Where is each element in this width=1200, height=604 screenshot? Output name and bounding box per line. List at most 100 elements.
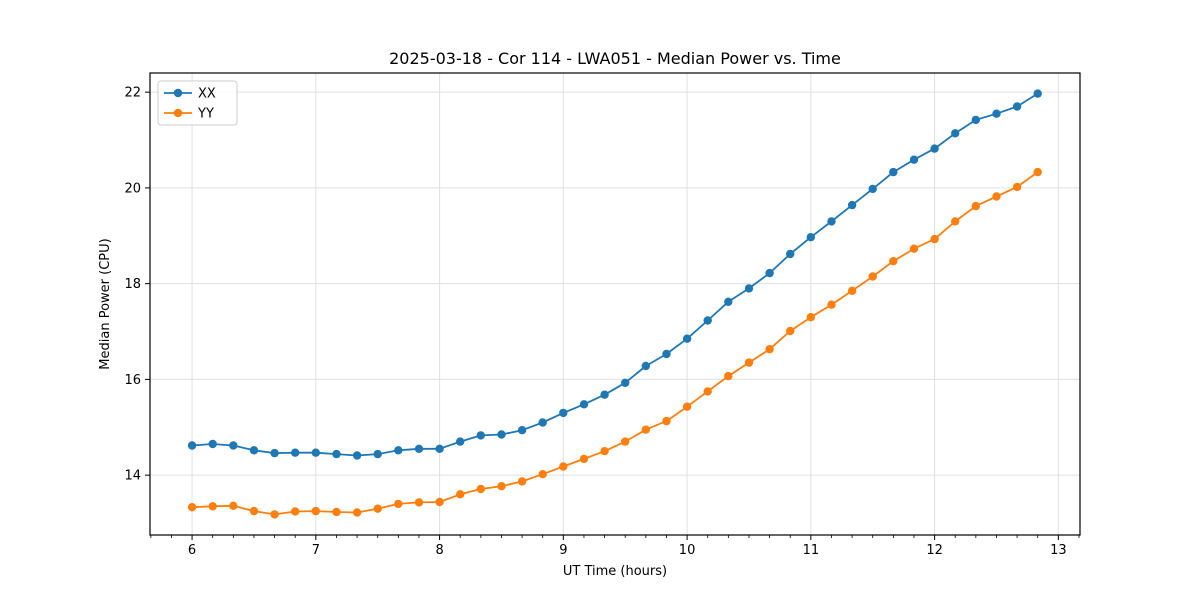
axes-spines bbox=[149, 72, 1081, 536]
data-point-xx bbox=[765, 268, 774, 278]
data-point-yy bbox=[971, 201, 980, 211]
data-point-yy bbox=[724, 371, 733, 381]
data-point-yy bbox=[332, 507, 341, 517]
data-point-yy bbox=[249, 506, 259, 516]
data-point-xx bbox=[1033, 89, 1042, 98]
data-point-yy bbox=[641, 425, 650, 434]
data-point-xx bbox=[847, 200, 857, 210]
data-point-xx bbox=[600, 390, 609, 399]
x-tick-label: 7 bbox=[312, 543, 320, 558]
x-tick-label: 10 bbox=[679, 543, 696, 558]
data-point-xx bbox=[435, 444, 444, 453]
data-point-yy bbox=[889, 257, 898, 266]
data-point-yy bbox=[600, 447, 609, 456]
data-point-yy bbox=[414, 498, 424, 507]
gridlines bbox=[150, 73, 1080, 535]
data-point-yy bbox=[311, 506, 320, 516]
data-point-yy bbox=[352, 508, 362, 517]
data-point-yy bbox=[992, 192, 1001, 201]
x-tick-label: 13 bbox=[1050, 543, 1067, 558]
legend-marker-yy bbox=[173, 108, 183, 118]
legend: XX YY bbox=[157, 80, 238, 126]
y-axis-label: Median Power (CPU) bbox=[98, 238, 113, 369]
x-tick-label: 9 bbox=[559, 543, 567, 558]
legend-entry-xx: XX bbox=[164, 87, 216, 102]
data-point-xx bbox=[951, 129, 960, 138]
data-point-xx bbox=[786, 249, 795, 259]
data-point-yy bbox=[786, 326, 795, 336]
data-point-yy bbox=[909, 244, 919, 253]
data-point-xx bbox=[662, 349, 671, 359]
data-point-xx bbox=[187, 441, 197, 450]
data-point-xx bbox=[414, 444, 424, 453]
data-point-xx bbox=[332, 449, 341, 459]
data-point-xx bbox=[497, 430, 506, 439]
data-point-xx bbox=[971, 115, 980, 125]
chart-title: 2025-03-18 - Cor 114 - LWA051 - Median P… bbox=[389, 49, 841, 68]
data-point-xx bbox=[579, 400, 589, 409]
y-tick-label: 16 bbox=[124, 373, 141, 388]
data-point-xx bbox=[806, 233, 815, 242]
data-point-xx bbox=[744, 284, 754, 293]
data-point-yy bbox=[229, 501, 238, 510]
data-point-yy bbox=[662, 416, 671, 426]
y-tick-label: 14 bbox=[124, 469, 141, 484]
data-point-yy bbox=[765, 345, 774, 354]
data-point-yy bbox=[930, 234, 939, 244]
x-tick-label: 8 bbox=[435, 543, 443, 558]
data-point-xx bbox=[703, 316, 712, 325]
data-point-yy bbox=[1012, 182, 1022, 192]
data-point-xx bbox=[456, 437, 465, 446]
data-point-xx bbox=[373, 449, 382, 459]
data-point-xx bbox=[559, 408, 568, 418]
data-point-yy bbox=[579, 454, 589, 464]
data-point-yy bbox=[682, 402, 692, 411]
data-point-yy bbox=[270, 510, 279, 519]
data-point-xx bbox=[930, 144, 939, 153]
data-point-yy bbox=[187, 503, 197, 512]
data-point-xx bbox=[249, 446, 259, 455]
data-point-xx bbox=[1012, 102, 1022, 111]
y-tick-label: 18 bbox=[124, 277, 141, 292]
x-tick-label: 6 bbox=[188, 543, 196, 558]
x-axis-label: UT Time (hours) bbox=[563, 564, 667, 579]
y-tick-label: 22 bbox=[124, 86, 141, 101]
data-point-yy bbox=[435, 497, 444, 507]
data-point-xx bbox=[394, 446, 403, 455]
data-point-xx bbox=[992, 109, 1001, 118]
data-point-yy bbox=[1033, 167, 1042, 177]
legend-marker-xx bbox=[173, 88, 183, 98]
data-point-yy bbox=[373, 504, 382, 513]
legend-entry-yy: YY bbox=[164, 107, 214, 122]
y-tick-label: 20 bbox=[124, 181, 141, 196]
data-point-xx bbox=[889, 167, 898, 177]
data-point-yy bbox=[538, 470, 547, 479]
data-point-xx bbox=[208, 439, 217, 449]
legend-label-yy: YY bbox=[197, 107, 214, 122]
data-point-yy bbox=[394, 499, 403, 509]
legend-label-xx: XX bbox=[198, 87, 216, 102]
data-point-yy bbox=[291, 507, 300, 516]
data-point-xx bbox=[682, 334, 692, 343]
data-point-xx bbox=[621, 378, 630, 387]
data-series bbox=[187, 89, 1042, 519]
data-point-yy bbox=[806, 313, 815, 322]
data-point-xx bbox=[291, 448, 300, 457]
data-point-xx bbox=[909, 155, 919, 164]
data-point-xx bbox=[641, 361, 650, 371]
axis-ticks bbox=[145, 91, 1080, 540]
axis-tick-labels: 6 7 8 9 10 11 12 13 14 16 18 20 22 bbox=[124, 86, 1066, 558]
data-point-xx bbox=[517, 426, 527, 435]
data-point-yy bbox=[744, 358, 754, 367]
data-point-xx bbox=[270, 448, 279, 458]
data-point-yy bbox=[476, 484, 485, 494]
data-point-xx bbox=[868, 184, 877, 194]
data-point-yy bbox=[703, 387, 712, 396]
data-point-xx bbox=[724, 297, 733, 306]
data-point-yy bbox=[208, 502, 217, 511]
data-point-yy bbox=[621, 437, 630, 446]
data-point-yy bbox=[456, 490, 465, 499]
data-point-yy bbox=[827, 300, 836, 309]
